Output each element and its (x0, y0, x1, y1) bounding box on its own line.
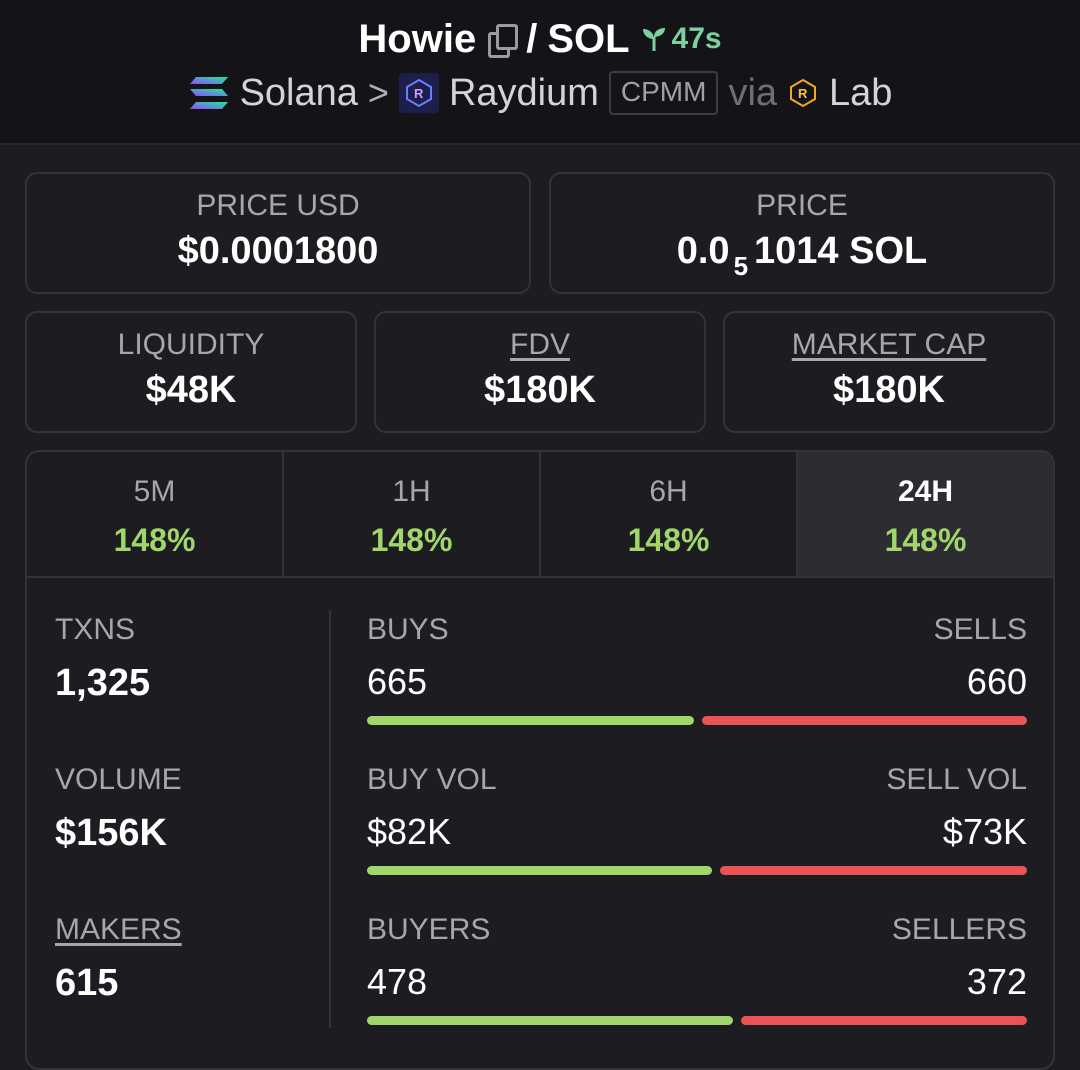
liquidity-value: $48K (145, 369, 237, 411)
svg-text:R: R (414, 86, 424, 101)
buyers-sellers-row: BUYERS SELLERS 478 372 (367, 912, 1027, 1062)
stats-panel: 5M 148% 1H 148% 6H 148% 24H 148% TXNS 1,… (25, 450, 1055, 1070)
tab-label: 5M (133, 475, 176, 508)
buyers-label: BUYERS (367, 913, 491, 946)
token-name[interactable]: Howie (358, 17, 477, 61)
txns-label: TXNS (55, 613, 136, 646)
sells-label: SELLS (933, 613, 1027, 646)
copy-icon[interactable] (488, 24, 519, 58)
sells-bar-fill (702, 716, 1027, 725)
sell-vol-label: SELL VOL (886, 763, 1027, 796)
liquidity-card: LIQUIDITY $48K (25, 311, 357, 433)
volume-value: $156K (55, 812, 167, 854)
price-usd-card: PRICE USD $0.0001800 (25, 172, 531, 294)
buys-sells-bar (367, 716, 1027, 725)
buyers-sellers-bar (367, 1016, 1027, 1025)
volume-split-row: BUY VOL SELL VOL $82K $73K (367, 762, 1027, 912)
tab-change: 148% (884, 522, 967, 558)
sprout-icon (642, 28, 665, 51)
launchpad-name[interactable]: Lab (829, 72, 893, 114)
tab-change: 148% (370, 522, 453, 558)
buys-value: 665 (367, 661, 428, 702)
price-usd-label: PRICE USD (196, 189, 360, 222)
raydium-icon: R (398, 73, 439, 113)
txns-value: 1,325 (55, 662, 151, 704)
buy-vol-bar-fill (367, 866, 712, 875)
price-native-prefix: 0.0 (676, 230, 730, 272)
via-label: via (728, 72, 778, 114)
timeframe-tabs: 5M 148% 1H 148% 6H 148% 24H 148% (27, 452, 1053, 578)
tab-change: 148% (627, 522, 710, 558)
makers-value: 615 (55, 962, 119, 1004)
fdv-card[interactable]: FDV $180K (374, 311, 706, 433)
liquidity-label: LIQUIDITY (117, 328, 265, 361)
sellers-bar-fill (741, 1016, 1027, 1025)
buys-bar-fill (367, 716, 694, 725)
buy-vol-label: BUY VOL (367, 763, 497, 796)
pair-title: Howie / SOL 47s (0, 16, 1080, 62)
buys-label: BUYS (367, 613, 449, 646)
fdv-label[interactable]: FDV (510, 328, 570, 361)
txns-metric: TXNS 1,325 (55, 612, 315, 762)
tab-label: 6H (649, 475, 688, 508)
chain-name[interactable]: Solana (239, 72, 358, 114)
svg-text:R: R (798, 86, 808, 101)
price-native-label: PRICE (756, 189, 848, 222)
sellers-value: 372 (966, 961, 1027, 1002)
sells-value: 660 (966, 661, 1027, 702)
totals-column: TXNS 1,325 VOLUME $156K MAKERS 615 (55, 612, 315, 1062)
pair-age: 47s (640, 16, 722, 62)
pair-age-value: 47s (671, 22, 722, 55)
price-native-digits: 1014 SOL (754, 230, 928, 272)
tab-6h[interactable]: 6H 148% (541, 452, 798, 576)
price-native-zero-count: 5 (733, 251, 749, 281)
market-cap-label[interactable]: MARKET CAP (791, 328, 987, 361)
tab-label: 24H (897, 475, 954, 508)
dex-name[interactable]: Raydium (448, 72, 599, 114)
price-native-value: 0.0 5 1014 SOL (551, 228, 1053, 281)
buy-vol-value: $82K (367, 811, 452, 852)
market-cap-value: $180K (833, 369, 945, 411)
buyers-value: 478 (367, 961, 428, 1002)
pair-separator: / (526, 17, 538, 61)
volume-label: VOLUME (55, 763, 182, 796)
sell-vol-bar-fill (720, 866, 1027, 875)
makers-label[interactable]: MAKERS (55, 913, 182, 946)
fdv-value: $180K (484, 369, 596, 411)
breadcrumb-chevron: > (367, 72, 389, 113)
buyers-bar-fill (367, 1016, 733, 1025)
volume-split-bar (367, 866, 1027, 875)
tab-1h[interactable]: 1H 148% (284, 452, 541, 576)
market-cap-card[interactable]: MARKET CAP $180K (723, 311, 1055, 433)
pair-breadcrumb: Solana > R Raydium CPMM via R Lab (0, 70, 1080, 116)
tab-change: 148% (113, 522, 196, 558)
column-divider (329, 610, 331, 1028)
tab-label: 1H (392, 475, 431, 508)
price-native-card: PRICE 0.0 5 1014 SOL (549, 172, 1055, 294)
breakdown-column: BUYS SELLS 665 660 BUY VOL SELL VOL $82K… (367, 612, 1027, 1062)
lab-icon: R (787, 77, 819, 109)
sell-vol-value: $73K (942, 811, 1027, 852)
tab-5m[interactable]: 5M 148% (27, 452, 284, 576)
volume-metric: VOLUME $156K (55, 762, 315, 912)
solana-icon (189, 77, 228, 109)
pool-type-badge: CPMM (608, 71, 719, 115)
tab-24h[interactable]: 24H 148% (798, 452, 1053, 576)
makers-metric[interactable]: MAKERS 615 (55, 912, 315, 1062)
buys-sells-row: BUYS SELLS 665 660 (367, 612, 1027, 762)
price-usd-value: $0.0001800 (177, 230, 379, 272)
quote-token: SOL (547, 17, 630, 61)
sellers-label: SELLERS (891, 913, 1027, 946)
pair-header: Howie / SOL 47s Solana > (0, 0, 1080, 145)
